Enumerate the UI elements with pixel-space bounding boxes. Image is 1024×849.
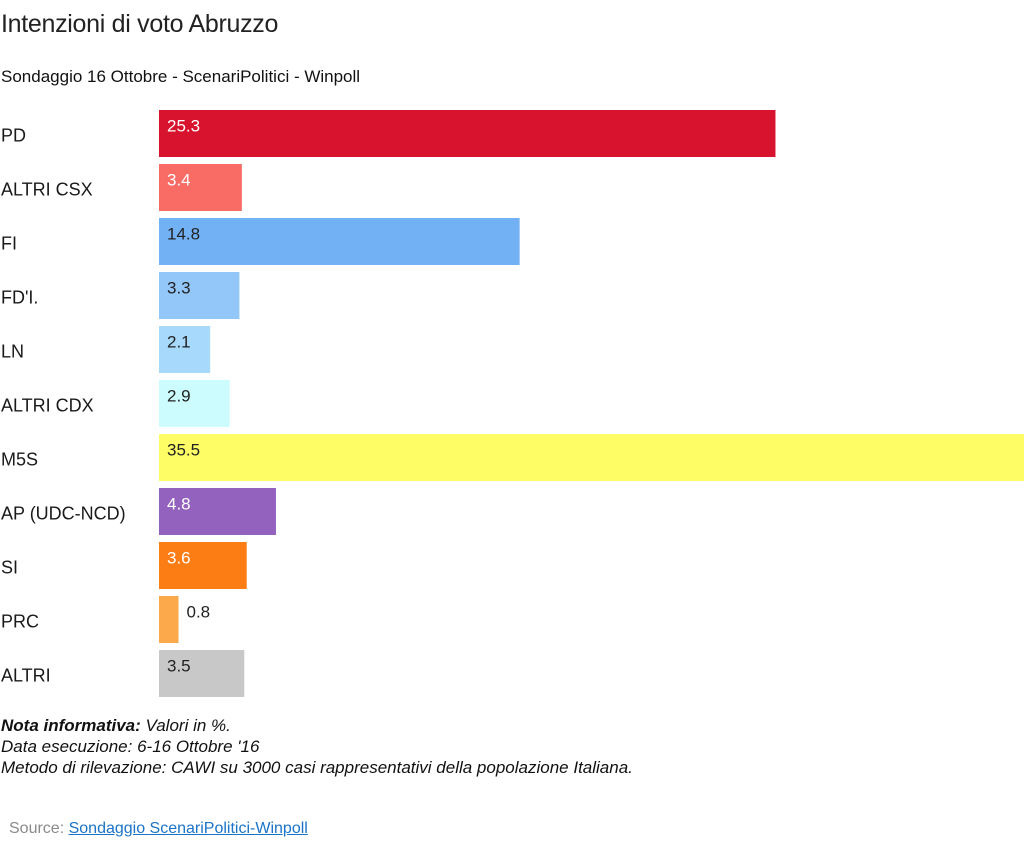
chart-title: Intenzioni di voto Abruzzo [1, 10, 279, 38]
value-label: 2.1 [167, 333, 191, 352]
note-heading: Nota informativa: [1, 716, 141, 735]
category-label: FD'I. [1, 288, 38, 308]
bar[interactable] [159, 380, 230, 427]
value-label: 35.5 [167, 441, 200, 460]
category-label: SI [1, 558, 18, 578]
bar[interactable] [159, 488, 276, 535]
value-label: 25.3 [167, 117, 200, 136]
note-line-3: Metodo di rilevazione: CAWI su 3000 casi… [1, 758, 633, 777]
note-units: Valori in %. [140, 716, 231, 735]
category-label: PD [1, 126, 26, 146]
value-label: 0.8 [186, 603, 210, 622]
value-label: 3.6 [167, 549, 191, 568]
chart-notes: Nota informativa: Valori in %. Data esec… [1, 715, 633, 778]
category-label: FI [1, 234, 17, 254]
value-label: 3.4 [167, 171, 191, 190]
category-label: PRC [1, 612, 39, 632]
bar[interactable] [159, 272, 240, 319]
value-label: 14.8 [167, 225, 200, 244]
category-label: M5S [1, 450, 38, 470]
bar[interactable] [159, 326, 211, 373]
bar[interactable] [159, 434, 1024, 481]
category-label: LN [1, 342, 24, 362]
bar[interactable] [159, 164, 242, 211]
value-label: 3.5 [167, 657, 191, 676]
bar[interactable] [159, 110, 776, 157]
source-line: Source: Sondaggio ScenariPolitici-Winpol… [9, 820, 308, 838]
category-label: ALTRI CDX [1, 396, 94, 416]
bar[interactable] [159, 650, 245, 697]
category-label: ALTRI CSX [1, 180, 93, 200]
bar[interactable] [159, 542, 247, 589]
bar[interactable] [159, 596, 179, 643]
source-label: Source: [9, 820, 69, 837]
category-label: AP (UDC-NCD) [1, 504, 126, 524]
value-label: 4.8 [167, 495, 191, 514]
category-label: ALTRI [1, 666, 51, 686]
value-label: 2.9 [167, 387, 191, 406]
note-line-2: Data esecuzione: 6-16 Ottobre '16 [1, 737, 260, 756]
value-label: 3.3 [167, 279, 191, 298]
note-line-1: Nota informativa: Valori in %. [1, 715, 633, 736]
bar-chart: PD 25.3 ALTRI CSX 3.4 FI 14.8 FD'I. 3.3 LN 2.1 ALT… [1, 110, 1024, 697]
source-link[interactable]: Sondaggio ScenariPolitici-Winpoll [68, 820, 308, 837]
bar[interactable] [159, 218, 520, 265]
chart-subtitle: Sondaggio 16 Ottobre - ScenariPolitici -… [1, 67, 361, 86]
